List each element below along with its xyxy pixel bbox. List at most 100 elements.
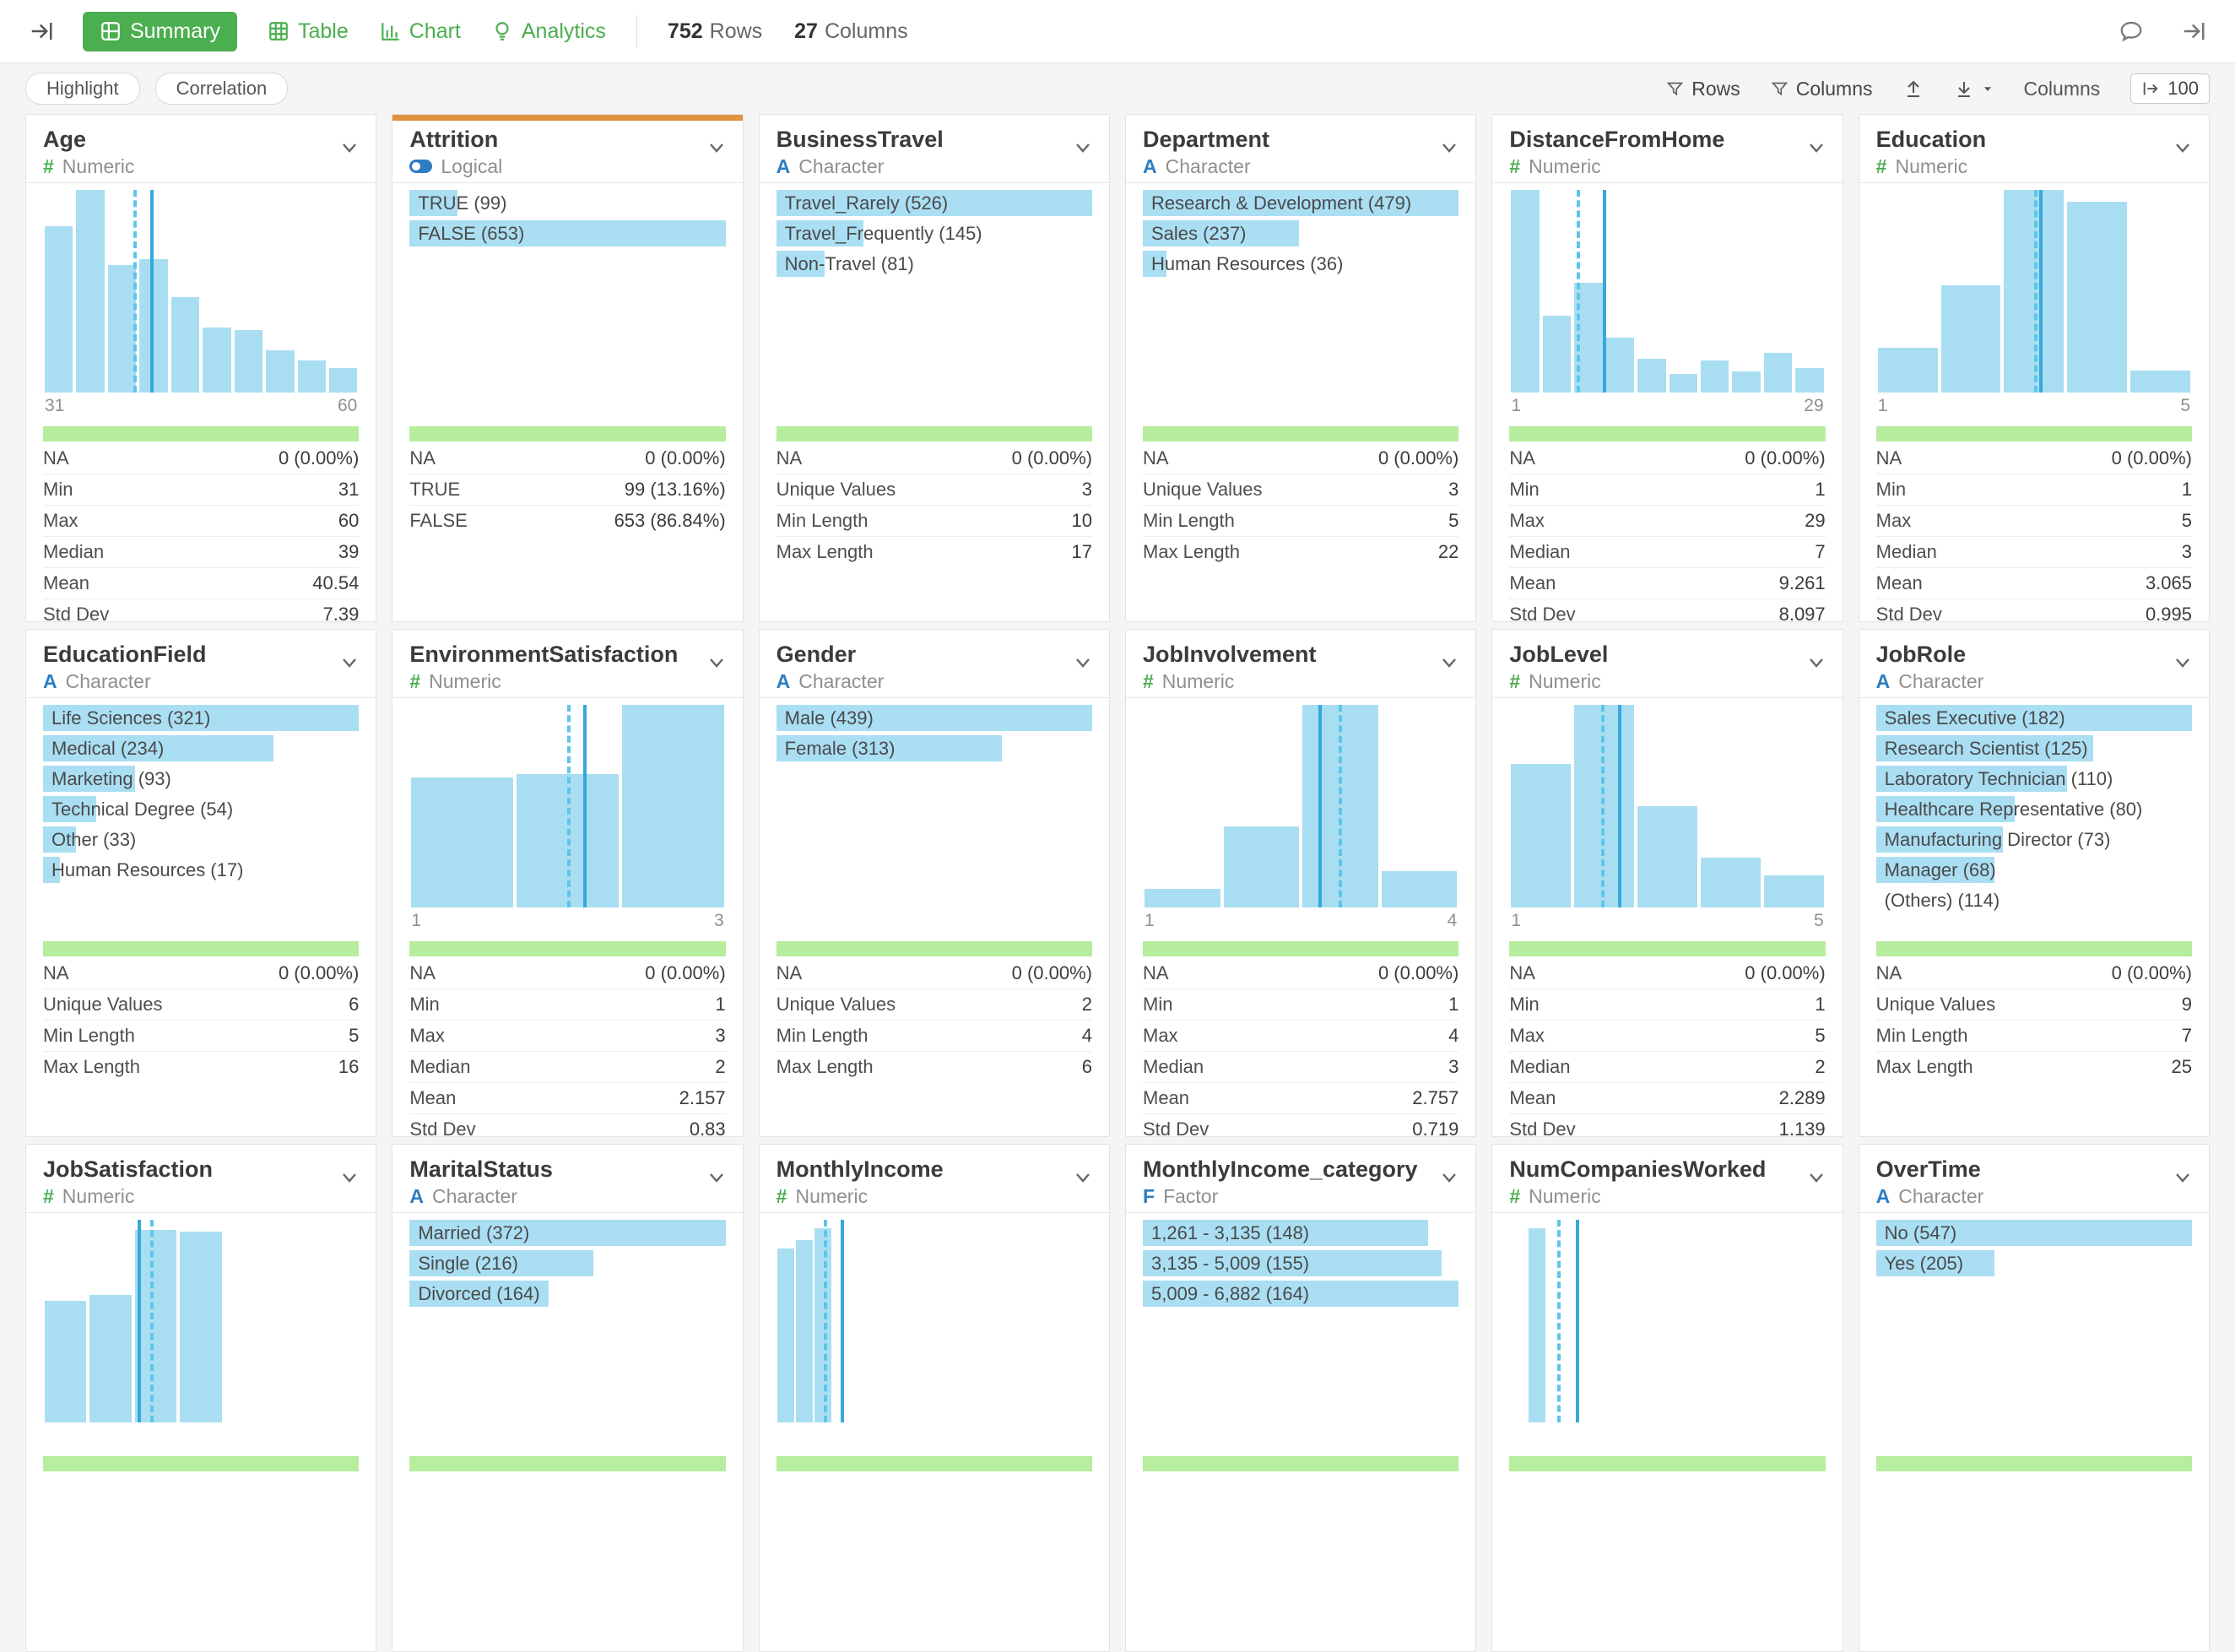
- category-item[interactable]: 1,261 - 3,135 (148): [1143, 1220, 1458, 1246]
- histogram-bar[interactable]: [203, 328, 231, 393]
- histogram-bar[interactable]: [1732, 371, 1761, 393]
- category-item[interactable]: Marketing (93): [43, 766, 359, 792]
- histogram-bar[interactable]: [795, 1240, 813, 1422]
- category-item[interactable]: Non-Travel (81): [776, 251, 1092, 277]
- chevron-down-icon[interactable]: [337, 135, 362, 160]
- histogram-bar[interactable]: [1223, 826, 1300, 907]
- chevron-down-icon[interactable]: [1804, 650, 1829, 675]
- histogram-bar[interactable]: [1381, 870, 1458, 907]
- histogram-bar[interactable]: [1700, 858, 1761, 907]
- category-item[interactable]: Divorced (164): [409, 1281, 725, 1307]
- category-item[interactable]: Laboratory Technician (110): [1875, 766, 2192, 792]
- chevron-down-icon[interactable]: [1070, 135, 1096, 160]
- category-item[interactable]: FALSE (653): [409, 220, 726, 246]
- chevron-down-icon[interactable]: [2170, 650, 2195, 675]
- upload-icon[interactable]: [1903, 79, 1924, 99]
- correlation-button[interactable]: Correlation: [154, 73, 289, 105]
- chevron-down-icon[interactable]: [704, 135, 729, 160]
- histogram-bar[interactable]: [107, 264, 137, 393]
- histogram-bar[interactable]: [76, 190, 105, 393]
- histogram-bar[interactable]: [1763, 875, 1824, 907]
- category-item[interactable]: (Others) (114): [1876, 887, 2192, 913]
- histogram-bar[interactable]: [777, 1248, 794, 1422]
- histogram-bar[interactable]: [139, 258, 168, 393]
- category-item[interactable]: Manager (68): [1875, 857, 2192, 883]
- category-item[interactable]: Yes (205): [1875, 1250, 2192, 1276]
- tab-analytics[interactable]: Analytics: [491, 19, 606, 44]
- histogram-bar[interactable]: [170, 297, 200, 393]
- comment-icon[interactable]: [2119, 19, 2144, 44]
- category-item[interactable]: Technical Degree (54): [43, 796, 359, 822]
- category-item[interactable]: Sales (237): [1143, 220, 1458, 246]
- histogram-bar[interactable]: [266, 349, 295, 393]
- chevron-down-icon[interactable]: [1437, 135, 1462, 160]
- category-item[interactable]: Travel_Frequently (145): [776, 220, 1092, 246]
- histogram-bar[interactable]: [1637, 806, 1697, 907]
- chevron-down-icon[interactable]: [704, 650, 729, 675]
- category-item[interactable]: Healthcare Representative (80): [1875, 796, 2192, 822]
- category-item[interactable]: Sales Executive (182): [1875, 705, 2192, 731]
- histogram-bar[interactable]: [2130, 370, 2191, 393]
- tab-chart[interactable]: Chart: [379, 19, 461, 44]
- histogram-bar[interactable]: [1605, 338, 1635, 393]
- category-item[interactable]: Female (313): [776, 735, 1092, 761]
- histogram-bar[interactable]: [1145, 889, 1220, 907]
- histogram-bar[interactable]: [1669, 374, 1697, 393]
- highlight-button[interactable]: Highlight: [25, 73, 140, 105]
- category-item[interactable]: Manufacturing Director (73): [1875, 826, 2192, 853]
- category-item[interactable]: Life Sciences (321): [43, 705, 360, 731]
- histogram-bar[interactable]: [134, 1230, 177, 1422]
- histogram-bar[interactable]: [621, 705, 724, 907]
- chevron-down-icon[interactable]: [1437, 650, 1462, 675]
- chevron-down-icon[interactable]: [2170, 135, 2195, 160]
- histogram-bar[interactable]: [814, 1227, 831, 1422]
- histogram-bar[interactable]: [180, 1232, 222, 1422]
- chevron-down-icon[interactable]: [1804, 1165, 1829, 1190]
- category-item[interactable]: Married (372): [409, 1220, 726, 1246]
- histogram-bar[interactable]: [1700, 360, 1729, 393]
- histogram-bar[interactable]: [1940, 284, 2001, 393]
- histogram-bar[interactable]: [45, 226, 73, 393]
- collapse-right-panel-icon[interactable]: [2181, 19, 2206, 44]
- category-item[interactable]: Single (216): [409, 1250, 725, 1276]
- histogram-bar[interactable]: [1795, 368, 1824, 393]
- collapse-left-panel-icon[interactable]: [29, 19, 54, 44]
- category-item[interactable]: Other (33): [43, 826, 359, 853]
- category-item[interactable]: Research & Development (479): [1143, 190, 1459, 216]
- histogram-bar[interactable]: [89, 1294, 132, 1422]
- histogram-bar[interactable]: [1763, 353, 1793, 393]
- category-item[interactable]: No (547): [1875, 1220, 2192, 1246]
- histogram-bar[interactable]: [328, 368, 358, 393]
- tab-summary[interactable]: Summary: [83, 11, 237, 51]
- tab-table[interactable]: Table: [268, 19, 349, 44]
- histogram-bar[interactable]: [1542, 315, 1572, 393]
- category-item[interactable]: Male (439): [776, 705, 1092, 731]
- chevron-down-icon[interactable]: [704, 1165, 729, 1190]
- category-item[interactable]: Research Scientist (125): [1875, 735, 2192, 761]
- columns-limit-button[interactable]: 100: [2130, 73, 2210, 104]
- histogram-bar[interactable]: [234, 329, 263, 393]
- chevron-down-icon[interactable]: [337, 1165, 362, 1190]
- histogram-bar[interactable]: [411, 777, 514, 907]
- histogram-bar[interactable]: [1637, 359, 1666, 393]
- download-icon[interactable]: [1954, 79, 1994, 99]
- chevron-down-icon[interactable]: [2170, 1165, 2195, 1190]
- filter-rows-button[interactable]: Rows: [1666, 78, 1740, 100]
- filter-columns-button[interactable]: Columns: [1771, 78, 1873, 100]
- category-item[interactable]: Human Resources (17): [43, 857, 359, 883]
- chevron-down-icon[interactable]: [1070, 650, 1096, 675]
- category-item[interactable]: Human Resources (36): [1143, 251, 1458, 277]
- histogram-bar[interactable]: [297, 360, 326, 393]
- histogram-bar[interactable]: [1877, 348, 1938, 393]
- chevron-down-icon[interactable]: [1437, 1165, 1462, 1190]
- category-item[interactable]: Travel_Rarely (526): [776, 190, 1092, 216]
- chevron-down-icon[interactable]: [1804, 135, 1829, 160]
- category-item[interactable]: TRUE (99): [409, 190, 725, 216]
- histogram-bar[interactable]: [45, 1301, 87, 1422]
- category-item[interactable]: Medical (234): [43, 735, 359, 761]
- chevron-down-icon[interactable]: [1070, 1165, 1096, 1190]
- histogram-bar[interactable]: [1511, 763, 1572, 907]
- histogram-bar[interactable]: [1529, 1227, 1546, 1422]
- histogram-bar[interactable]: [1511, 190, 1540, 393]
- category-item[interactable]: 5,009 - 6,882 (164): [1143, 1281, 1459, 1307]
